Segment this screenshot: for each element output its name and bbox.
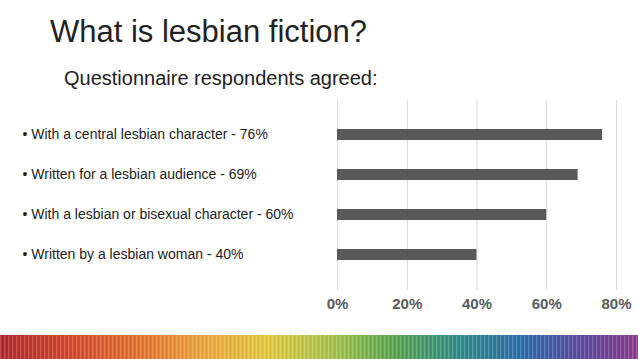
svg-text:• Written for a lesbian audien: • Written for a lesbian audience - 69% [23,166,257,182]
html-text:Questionnaire respondents agre: Questionnaire respondents agreed: [64,67,378,89]
svg-text:• With a lesbian or bisexual c: • With a lesbian or bisexual character -… [23,206,294,222]
svg-text:0%: 0% [327,295,349,312]
svg-text:• With a central lesbian chara: • With a central lesbian character - 76% [23,126,268,142]
svg-text:20%: 20% [392,295,422,312]
svg-text:40%: 40% [462,295,492,312]
svg-text:60%: 60% [532,295,562,312]
svg-text:• Written by a lesbian woman -: • Written by a lesbian woman - 40% [23,246,244,262]
svg-text:80%: 80% [601,295,631,312]
html-text:What is lesbian fiction?: What is lesbian fiction? [50,14,367,49]
